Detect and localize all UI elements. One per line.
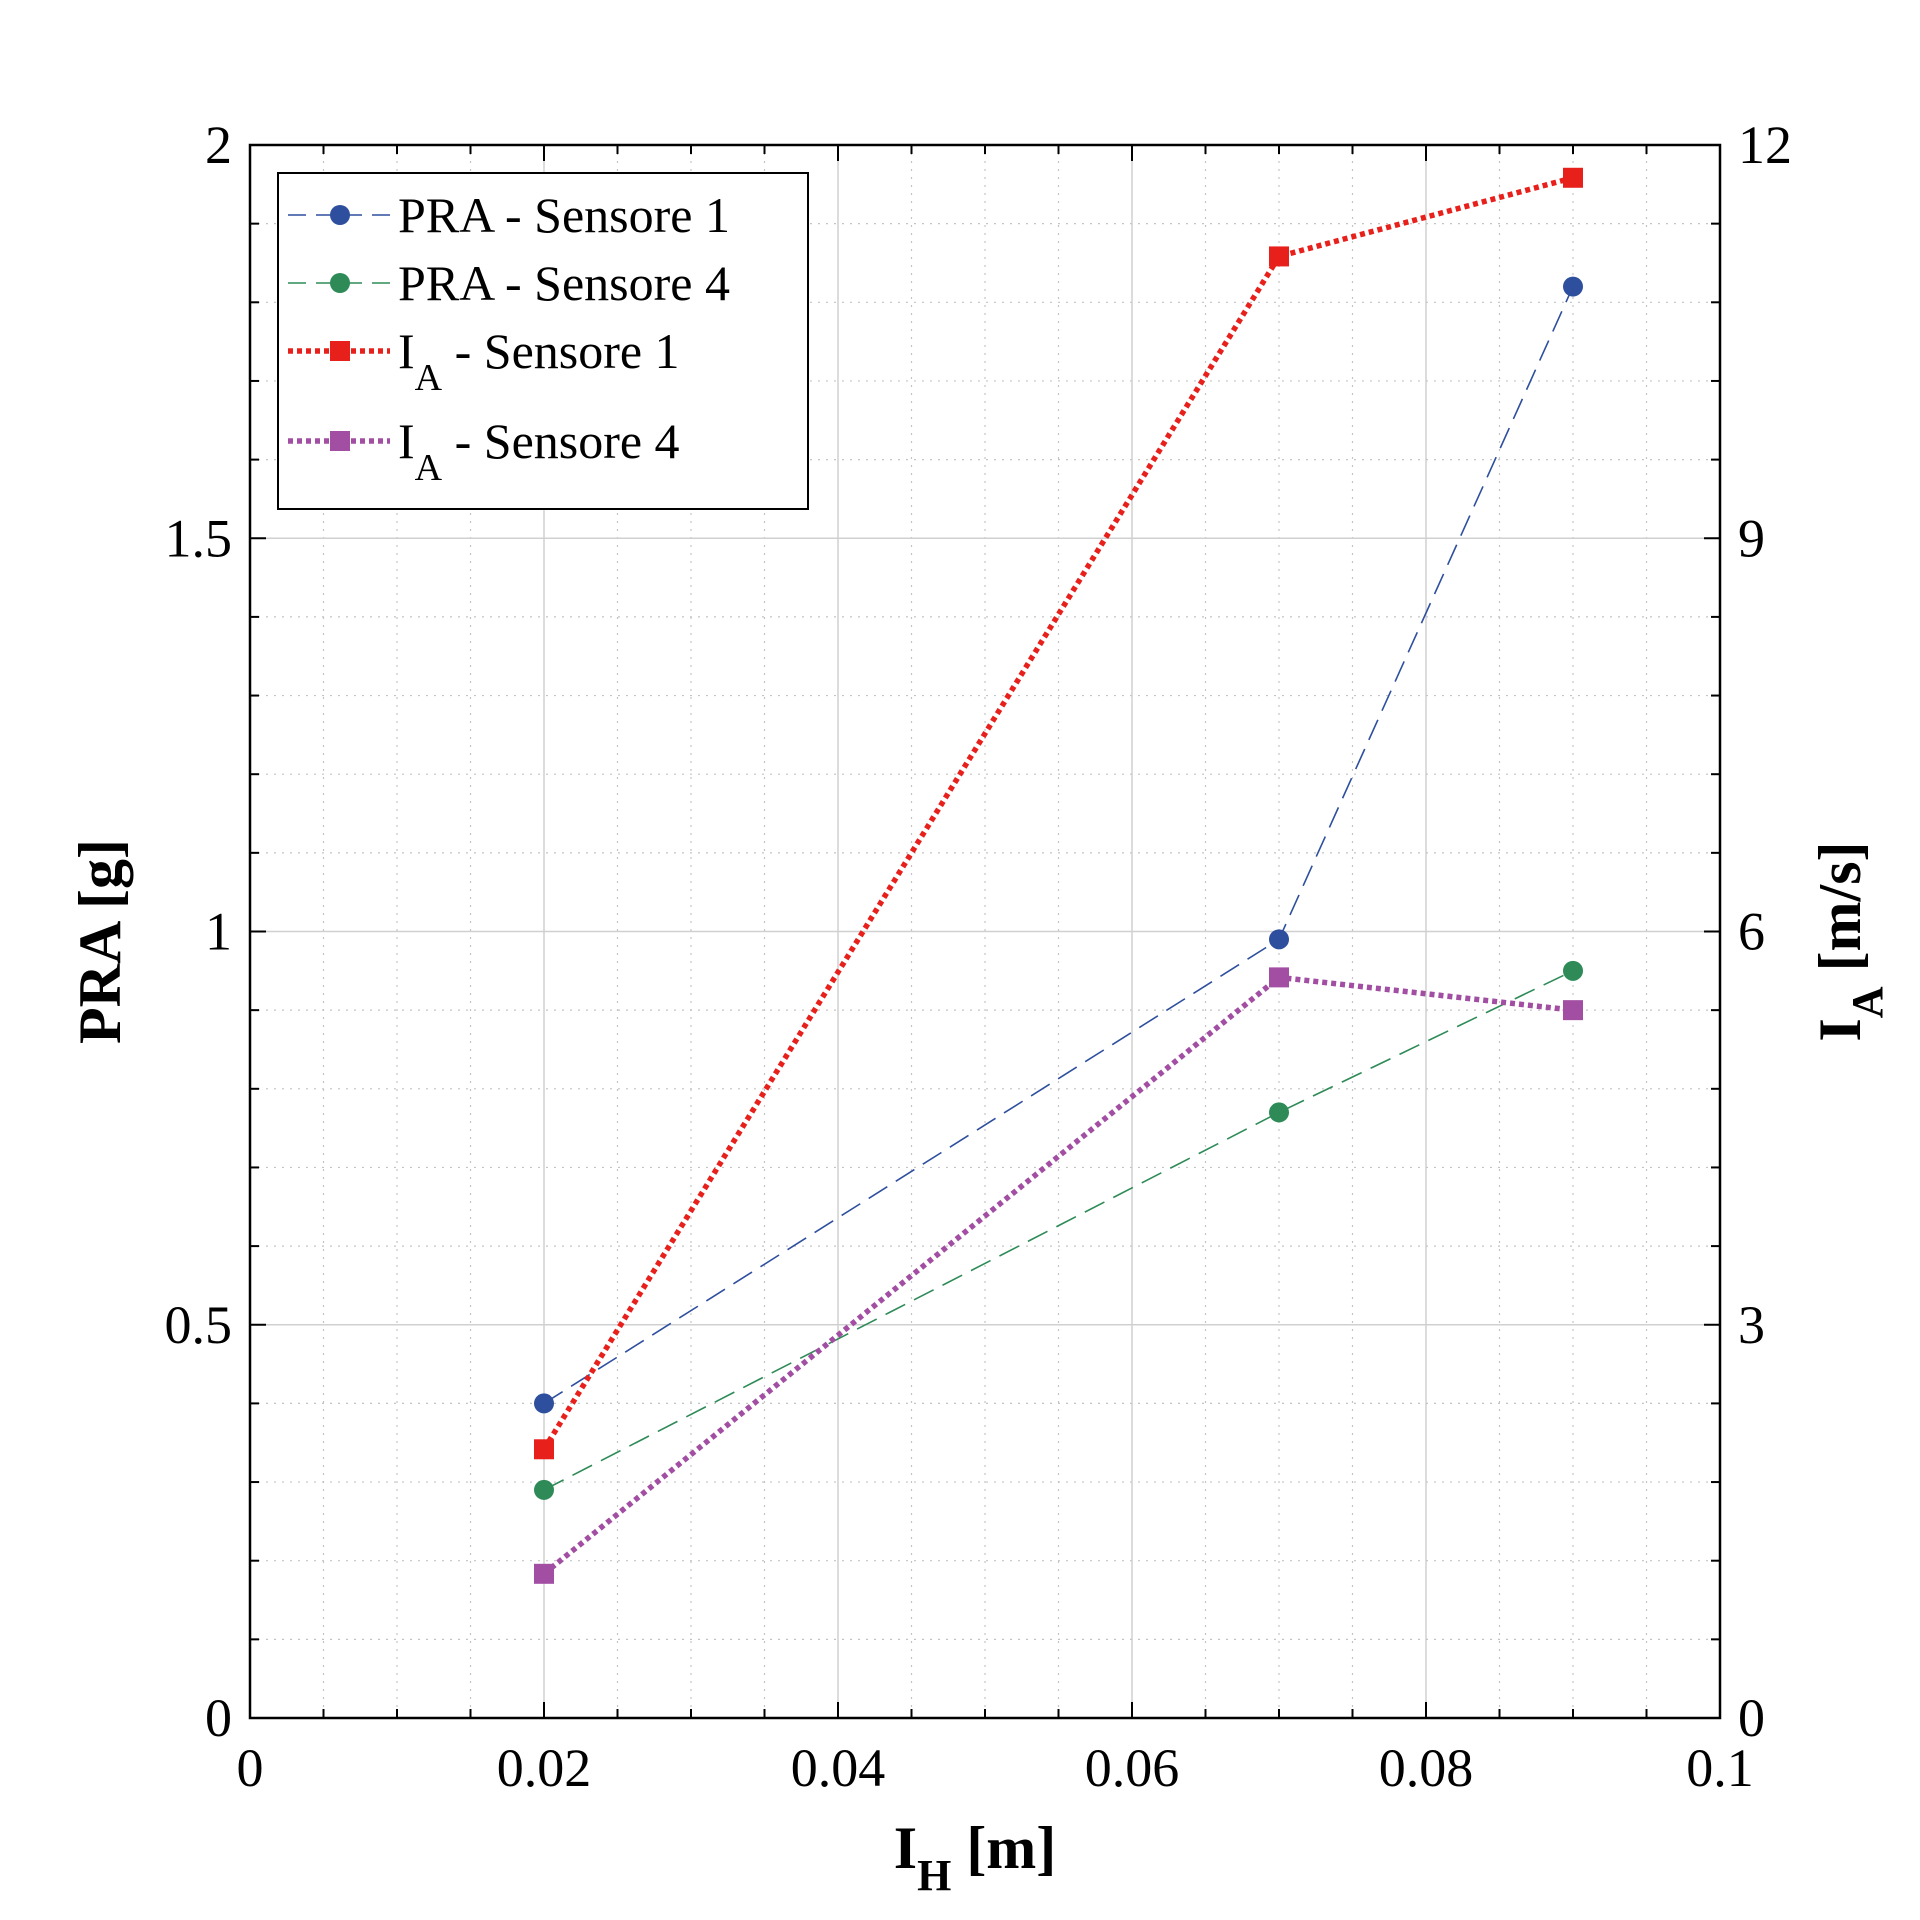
data-point (1269, 967, 1289, 988)
series-2 (534, 960, 1583, 1500)
y-axis-right-title: IA [m/s] (1807, 841, 1892, 1041)
y-right-tick-label: 0 (1738, 1688, 1765, 1748)
legend-label: IA - Sensore 1 (398, 323, 680, 399)
y-left-tick-label: 0 (205, 1688, 232, 1748)
data-point (330, 205, 350, 225)
ticks (249, 144, 1721, 1719)
x-tick-label: 0.04 (791, 1738, 886, 1798)
data-point (330, 341, 350, 361)
series-3 (534, 167, 1583, 1460)
legend-box (277, 172, 809, 510)
x-axis-title: IH [m] (894, 1815, 1057, 1900)
data-point (1563, 960, 1583, 981)
y-left-tick-label: 1.5 (165, 508, 233, 568)
data-point (1269, 1102, 1289, 1123)
legend-item: PRA - Sensore 4 (288, 255, 730, 311)
y-right-tick-label: 3 (1738, 1295, 1765, 1355)
series-line (541, 175, 1574, 1451)
series-line (543, 970, 1574, 1491)
y-right-tick-label: 6 (1738, 902, 1765, 962)
data-point (1563, 276, 1583, 297)
data-point (534, 1563, 554, 1584)
y-right-tick-label: 12 (1738, 115, 1792, 175)
legend-label: PRA - Sensore 4 (398, 255, 730, 311)
y-axis-left-title: PRA [g] (67, 839, 133, 1044)
x-tick-label: 0.06 (1085, 1738, 1180, 1798)
x-tick-label: 0.08 (1379, 1738, 1474, 1798)
legend-item: IA - Sensore 4 (288, 413, 680, 489)
data-point (1269, 246, 1289, 267)
y-left-tick-label: 0.5 (165, 1295, 233, 1355)
data-point (534, 1439, 554, 1460)
legend-label: IA - Sensore 4 (398, 413, 680, 489)
data-point (330, 431, 350, 451)
data-point (534, 1393, 554, 1414)
legend-item: PRA - Sensore 1 (288, 187, 730, 243)
data-point (534, 1479, 554, 1500)
data-point (1269, 929, 1289, 950)
x-tick-label: 0.1 (1686, 1738, 1754, 1798)
x-tick-label: 0 (237, 1738, 264, 1798)
legend-item: IA - Sensore 1 (288, 323, 680, 399)
x-tick-label: 0.02 (497, 1738, 592, 1798)
y-right-tick-label: 9 (1738, 508, 1765, 568)
legend: PRA - Sensore 1 PRA - Sensore 4 IA - Senso… (277, 172, 809, 510)
data-point (330, 273, 350, 293)
data-point (1563, 1000, 1583, 1021)
series-4 (534, 967, 1583, 1584)
y-left-tick-label: 2 (205, 115, 232, 175)
legend-label: PRA - Sensore 1 (398, 187, 730, 243)
data-point (1563, 167, 1583, 188)
y-left-tick-label: 1 (205, 902, 232, 962)
series-1 (534, 276, 1583, 1414)
series-layer (534, 167, 1583, 1584)
